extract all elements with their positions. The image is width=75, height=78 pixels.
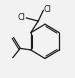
Text: Cl: Cl (44, 5, 52, 14)
Text: Cl: Cl (18, 13, 26, 22)
